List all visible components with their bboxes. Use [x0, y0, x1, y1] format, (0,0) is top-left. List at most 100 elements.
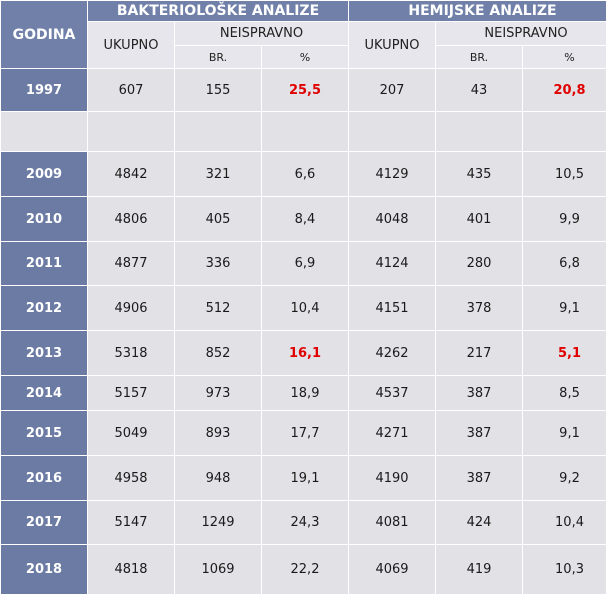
b-pct-cell: 8,4: [262, 197, 349, 242]
b-pct-cell: 16,1: [262, 331, 349, 376]
spacer-cell: [349, 112, 436, 152]
h-pct-cell: 5,1: [523, 331, 606, 376]
h-pct-cell: 9,1: [523, 286, 606, 331]
header-b-br: BR.: [175, 46, 262, 69]
b-br-cell: 948: [175, 456, 262, 501]
b-ukupno-cell: 4818: [88, 545, 175, 595]
b-ukupno-cell: 4958: [88, 456, 175, 501]
b-pct-cell: 22,2: [262, 545, 349, 595]
year-cell: 2011: [1, 242, 88, 286]
b-ukupno-cell: 5157: [88, 376, 175, 411]
b-pct-cell: 6,6: [262, 152, 349, 197]
spacer-cell: [88, 112, 175, 152]
h-ukupno-cell: 4190: [349, 456, 436, 501]
h-ukupno-cell: 207: [349, 69, 436, 112]
b-ukupno-cell: 5318: [88, 331, 175, 376]
header-hemijske-analize: HEMIJSKE ANALIZE: [349, 1, 606, 22]
b-pct-cell: 24,3: [262, 501, 349, 545]
spacer-cell: [175, 112, 262, 152]
h-br-cell: 387: [436, 456, 523, 501]
b-ukupno-cell: 607: [88, 69, 175, 112]
spacer-cell: [436, 112, 523, 152]
h-pct-cell: 9,9: [523, 197, 606, 242]
b-pct-cell: 25,5: [262, 69, 349, 112]
b-br-cell: 321: [175, 152, 262, 197]
year-cell: 2014: [1, 376, 88, 411]
h-pct-cell: 6,8: [523, 242, 606, 286]
h-pct-cell: 8,5: [523, 376, 606, 411]
b-ukupno-cell: 4842: [88, 152, 175, 197]
b-pct-cell: 10,4: [262, 286, 349, 331]
b-br-cell: 852: [175, 331, 262, 376]
b-pct-cell: 18,9: [262, 376, 349, 411]
b-br-cell: 973: [175, 376, 262, 411]
h-pct-cell: 20,8: [523, 69, 606, 112]
header-bakterioloske-analize: BAKTERIOLOŠKE ANALIZE: [88, 1, 349, 22]
b-br-cell: 512: [175, 286, 262, 331]
b-ukupno-cell: 5147: [88, 501, 175, 545]
b-br-cell: 405: [175, 197, 262, 242]
b-br-cell: 336: [175, 242, 262, 286]
b-ukupno-cell: 4877: [88, 242, 175, 286]
header-b-ukupno: UKUPNO: [88, 22, 175, 69]
h-br-cell: 378: [436, 286, 523, 331]
h-br-cell: 280: [436, 242, 523, 286]
h-ukupno-cell: 4124: [349, 242, 436, 286]
h-pct-cell: 9,2: [523, 456, 606, 501]
b-pct-cell: 6,9: [262, 242, 349, 286]
header-h-neispravno: NEISPRAVNO: [436, 22, 606, 46]
header-h-br: BR.: [436, 46, 523, 69]
h-ukupno-cell: 4537: [349, 376, 436, 411]
b-ukupno-cell: 4806: [88, 197, 175, 242]
h-br-cell: 217: [436, 331, 523, 376]
spacer-row: [1, 112, 606, 152]
b-pct-cell: 17,7: [262, 411, 349, 456]
header-h-pct: %: [523, 46, 606, 69]
year-cell: 2018: [1, 545, 88, 595]
b-br-cell: 893: [175, 411, 262, 456]
h-pct-cell: 10,4: [523, 501, 606, 545]
spacer-cell: [523, 112, 606, 152]
b-br-cell: 1249: [175, 501, 262, 545]
b-ukupno-cell: 5049: [88, 411, 175, 456]
year-cell: 2009: [1, 152, 88, 197]
b-ukupno-cell: 4906: [88, 286, 175, 331]
h-ukupno-cell: 4271: [349, 411, 436, 456]
h-br-cell: 387: [436, 411, 523, 456]
h-br-cell: 435: [436, 152, 523, 197]
spacer-cell: [262, 112, 349, 152]
h-ukupno-cell: 4151: [349, 286, 436, 331]
h-ukupno-cell: 4129: [349, 152, 436, 197]
year-cell: 1997: [1, 69, 88, 112]
h-br-cell: 401: [436, 197, 523, 242]
year-cell: 2010: [1, 197, 88, 242]
h-ukupno-cell: 4069: [349, 545, 436, 595]
year-cell: 2016: [1, 456, 88, 501]
h-br-cell: 424: [436, 501, 523, 545]
header-godina: GODINA: [1, 1, 88, 69]
year-cell: 2015: [1, 411, 88, 456]
h-pct-cell: 10,3: [523, 545, 606, 595]
b-br-cell: 155: [175, 69, 262, 112]
h-ukupno-cell: 4081: [349, 501, 436, 545]
year-cell: 2012: [1, 286, 88, 331]
h-br-cell: 43: [436, 69, 523, 112]
h-ukupno-cell: 4048: [349, 197, 436, 242]
header-b-pct: %: [262, 46, 349, 69]
h-pct-cell: 9,1: [523, 411, 606, 456]
b-pct-cell: 19,1: [262, 456, 349, 501]
b-br-cell: 1069: [175, 545, 262, 595]
year-cell: 2013: [1, 331, 88, 376]
h-ukupno-cell: 4262: [349, 331, 436, 376]
